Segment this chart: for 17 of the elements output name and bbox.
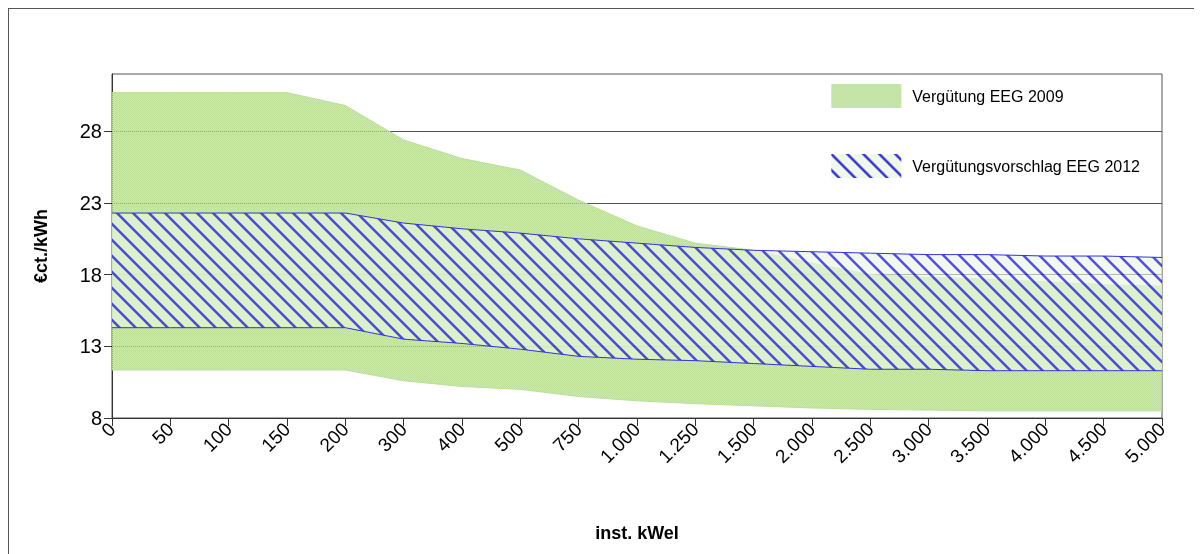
x-tick-label: 400 — [432, 418, 470, 456]
y-tick-label: 23 — [79, 192, 102, 214]
x-tick-label: 50 — [147, 418, 178, 449]
y-tick-label: 18 — [79, 263, 102, 286]
x-axis-title: inst. kWel — [595, 523, 679, 543]
y-tick-label: 28 — [79, 120, 102, 143]
x-tick-label: 750 — [548, 418, 587, 456]
y-axis-title: €ct./kWh — [31, 208, 51, 284]
x-tick-label: 100 — [198, 418, 237, 456]
y-tick-label: 8 — [90, 407, 102, 429]
y-tick-label: 13 — [79, 335, 102, 358]
legend-label: Vergütungsvorschlag EEG 2012 — [912, 157, 1141, 175]
x-tick-label: 300 — [373, 418, 412, 456]
x-tick-label: 500 — [490, 418, 528, 456]
x-tick-label: 200 — [315, 418, 353, 456]
x-tick-label: 150 — [257, 418, 295, 456]
legend-label: Vergütung EEG 2009 — [912, 87, 1064, 105]
